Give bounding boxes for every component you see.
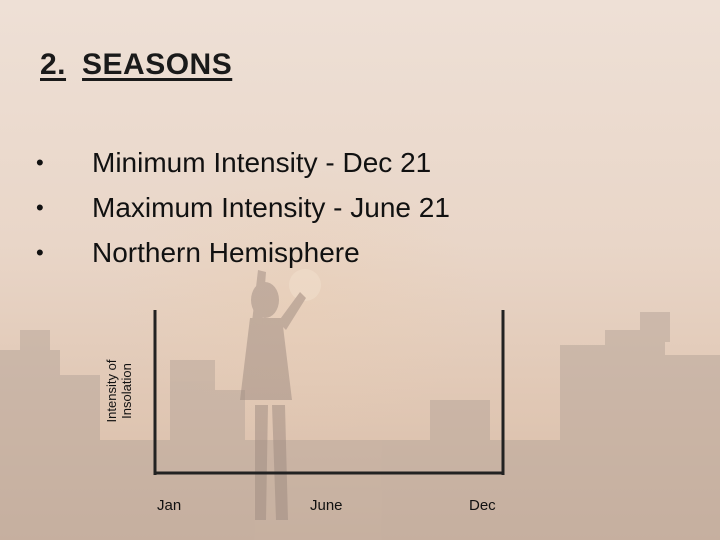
bullet-marker: • [36,194,44,220]
person-silhouette [240,269,321,520]
bullet-item: • Maximum Intensity - June 21 [36,185,450,230]
bullet-text: Northern Hemisphere [92,236,360,268]
bullet-text: Maximum Intensity - June 21 [92,191,450,223]
bullet-text: Minimum Intensity - Dec 21 [92,146,432,178]
bullet-item: • Minimum Intensity - Dec 21 [36,140,450,185]
slide-title-number: 2. [40,48,67,81]
graph-x-tick-jan: Jan [157,497,182,514]
bullet-item: • Northern Hemisphere [36,230,450,275]
skyline-silhouette [0,312,720,540]
slide-title-text: SEASONS [82,48,233,81]
bullet-list: • Minimum Intensity - Dec 21 • Maximum I… [36,140,450,275]
graph-y-axis-label-line2: Insolation [119,363,134,419]
graph-y-axis-label-line1: Intensity of [104,359,119,423]
graph-x-tick-dec: Dec [469,497,496,514]
graph-y-axis-label: Intensity of Insolation [104,336,134,446]
bullet-marker: • [36,239,44,265]
graph-x-tick-june: June [310,497,343,514]
slide-title: 2. SEASONS [40,48,232,82]
bullet-marker: • [36,149,44,175]
graph-axes [153,310,505,475]
